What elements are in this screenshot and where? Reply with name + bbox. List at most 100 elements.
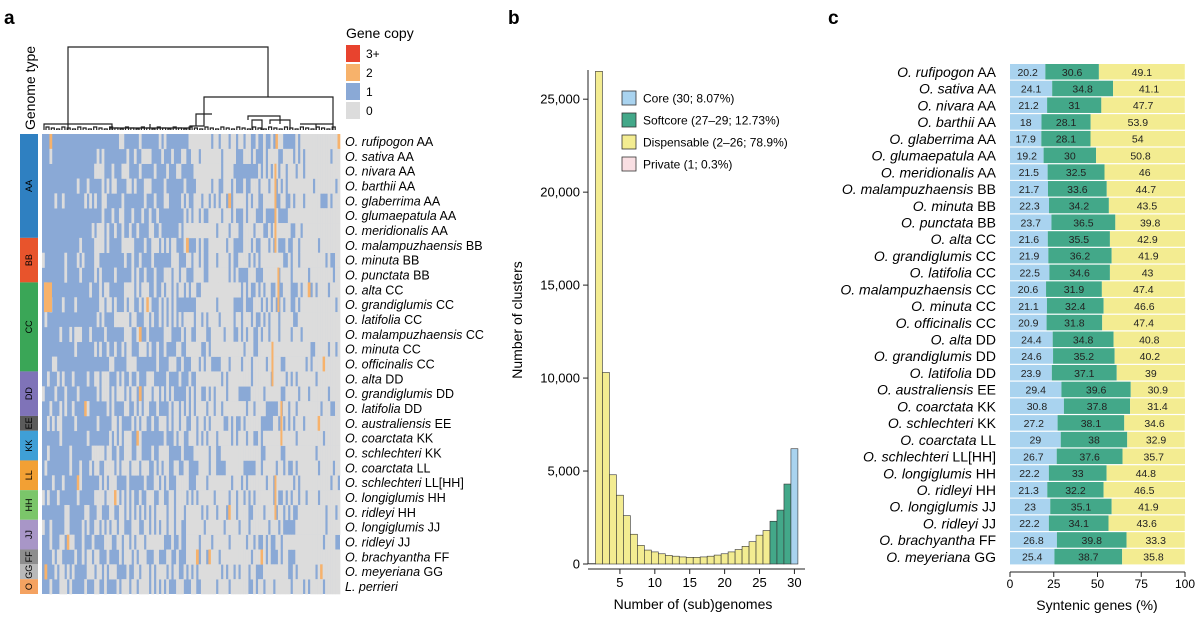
heatmap-cell (325, 208, 328, 224)
heatmap-cell (265, 252, 269, 268)
heatmap-cell (166, 267, 169, 283)
heatmap-cell (337, 415, 341, 432)
genome-type-title: Genome type (22, 46, 38, 130)
heatmap-cell (270, 193, 274, 209)
c-bar-value-label: 33 (1072, 468, 1084, 480)
heatmap-cell (302, 208, 306, 224)
heatmap-cell (263, 208, 266, 224)
heatmap-cell (253, 297, 256, 313)
heatmap-cell (200, 371, 204, 387)
heatmap-cell (220, 341, 224, 357)
heatmap-cell (188, 223, 192, 239)
heatmap-cell (193, 267, 197, 283)
heatmap-cell (248, 356, 251, 372)
heatmap-cell (200, 401, 204, 417)
c-bar-segment (1108, 515, 1185, 531)
heatmap-cell (208, 564, 212, 580)
heatmap-row-label-species: O. longiglumis (345, 521, 424, 535)
heatmap-cell (158, 445, 162, 461)
heatmap-cell (310, 178, 313, 194)
heatmap-cell (225, 223, 229, 239)
heatmap-cell (213, 579, 217, 595)
heatmap-cell (136, 267, 140, 283)
heatmap-cell (136, 460, 140, 476)
heatmap-cell (218, 282, 222, 298)
heatmap-cell (238, 504, 241, 521)
c-bar-segment (1010, 532, 1057, 548)
heatmap-cell (225, 341, 229, 357)
heatmap-cell (126, 386, 130, 402)
heatmap-cell (325, 163, 328, 179)
heatmap-cell (250, 475, 254, 491)
heatmap-row-label-genome: KK (421, 447, 442, 461)
heatmap-cell (327, 504, 331, 521)
heatmap-cell (205, 445, 209, 461)
heatmap-cell (228, 504, 232, 521)
heatmap-cell (312, 534, 316, 550)
heatmap-cell (235, 401, 239, 417)
heatmap-cell (99, 237, 102, 254)
heatmap-cell (282, 341, 286, 357)
heatmap-cell (141, 460, 145, 476)
heatmap-cell (106, 297, 110, 313)
c-bar-segment (1047, 231, 1110, 247)
heatmap-cell (305, 297, 309, 313)
heatmap-cell (148, 386, 152, 402)
heatmap-cell (260, 252, 264, 268)
c-bar-segment (1109, 231, 1185, 247)
heatmap-cell (118, 504, 122, 521)
c-bar-value-label: 35.5 (1069, 234, 1090, 246)
heatmap-cell (243, 534, 246, 550)
heatmap-cell (243, 504, 246, 521)
heatmap-cell (213, 282, 217, 298)
b-bar-21 (727, 551, 736, 565)
heatmap-cell (258, 504, 261, 521)
c-bar-value-label: 30 (1064, 150, 1076, 162)
heatmap-cell (230, 341, 234, 357)
dendrogram-branch (236, 126, 241, 130)
heatmap-cell (198, 519, 202, 535)
heatmap-cell (317, 148, 321, 164)
heatmap-cell (267, 148, 271, 164)
heatmap-cell (235, 445, 239, 461)
c-row-label-genome: DD (972, 365, 996, 381)
heatmap-cell (123, 237, 127, 254)
c-bar-value-label: 47.4 (1133, 318, 1154, 330)
b-bar-24 (748, 541, 757, 565)
heatmap-cell (86, 371, 90, 387)
heatmap-cell (332, 163, 336, 179)
heatmap-cell (205, 163, 209, 179)
heatmap-cell (287, 208, 291, 224)
heatmap-cell (176, 579, 179, 595)
heatmap-cell (215, 549, 219, 565)
heatmap-cell (255, 297, 259, 313)
heatmap-cell (233, 193, 236, 209)
c-row-label-species: O. meyeriana (886, 549, 970, 565)
heatmap-cell (325, 312, 328, 328)
heatmap-cell (250, 564, 254, 580)
b-bar-5 (616, 494, 624, 565)
c-row-label-species: O. ridleyi (923, 515, 979, 531)
heatmap-cell (106, 519, 110, 535)
heatmap-cell (104, 371, 107, 387)
heatmap-cell (233, 208, 236, 224)
heatmap-cell (188, 208, 192, 224)
heatmap-cell (91, 564, 95, 580)
heatmap-cell (230, 356, 234, 372)
heatmap-cell (106, 490, 110, 506)
heatmap-cell (325, 490, 328, 506)
heatmap-cell (330, 460, 333, 476)
c-bar-value-label: 43.5 (1137, 201, 1158, 213)
heatmap-cell (146, 490, 150, 506)
heatmap-cell (228, 475, 232, 491)
heatmap-cell (49, 401, 53, 417)
heatmap-cell (312, 475, 316, 491)
heatmap-cell (277, 401, 281, 417)
heatmap-cell (325, 401, 328, 417)
heatmap-cell (265, 267, 269, 283)
heatmap-cell (250, 267, 254, 283)
heatmap-cell (210, 163, 214, 179)
heatmap-cell (128, 178, 132, 194)
heatmap-cell (302, 475, 306, 491)
heatmap-cell (56, 549, 60, 565)
